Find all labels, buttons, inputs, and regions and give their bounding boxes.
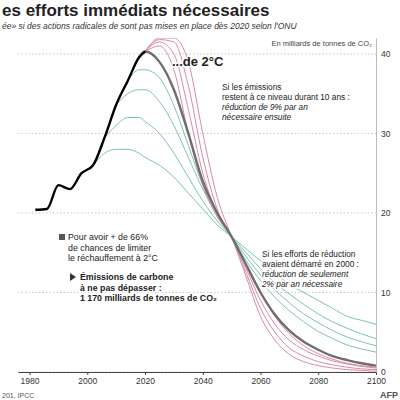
y-tick: 10	[376, 288, 391, 298]
x-tick-mark	[87, 372, 88, 375]
y-axis-title: En milliards de tonnes de CO₂	[272, 39, 373, 48]
annotation: 1 170 milliards de tonnes de CO₂	[80, 293, 217, 303]
x-tick: 2080	[309, 372, 328, 386]
annotation: nécessaire ensuite	[222, 112, 292, 122]
annotation: avaient démarré en 2000 :	[262, 259, 359, 269]
x-tick: 2060	[252, 372, 271, 386]
subtitle: ée» si des actions radicales de sont pas…	[2, 21, 297, 31]
arrow	[70, 273, 76, 281]
y-axis: 0 10 20 30 40	[376, 39, 391, 378]
annotation: 2% par an nécessaire	[261, 279, 343, 289]
series-line	[128, 70, 376, 352]
annotation: de chances de limiter	[68, 243, 151, 253]
x-tick-mark	[30, 372, 31, 375]
x-tick-label: 2060	[252, 376, 271, 386]
annotation: réduction de 9% par an	[222, 102, 308, 112]
grid-line	[18, 212, 376, 213]
y-tick: 30	[376, 129, 391, 139]
series-line	[35, 52, 145, 210]
y-tick-label: 30	[381, 129, 391, 139]
series-line	[139, 52, 376, 366]
y-tick-label: 40	[381, 49, 391, 59]
annotation: Si les efforts de réduction	[262, 249, 356, 259]
y-tick-label: 10	[381, 288, 391, 298]
x-axis: 1980 2000 2020 2040 2060 2080 2100	[19, 372, 387, 386]
x-tick-label: 2100	[367, 376, 386, 386]
series-line	[116, 90, 376, 346]
annotation: restent à ce niveau durant 10 ans :	[222, 92, 350, 102]
x-tick-label: 2000	[78, 376, 97, 386]
x-axis-line	[19, 372, 377, 373]
annotation: ...de 2°C	[172, 54, 224, 69]
x-tick-label: 2020	[136, 376, 155, 386]
x-tick-label: 2040	[194, 376, 213, 386]
annotation: Si les émissions	[222, 82, 281, 92]
series-line	[145, 38, 376, 371]
title: es efforts immédiats nécessaires	[2, 1, 269, 20]
x-tick-label: 1980	[21, 376, 40, 386]
series-line	[145, 42, 376, 368]
y-axis-line	[376, 39, 377, 373]
credit: AFP	[380, 390, 398, 400]
y-tick-label: 20	[381, 208, 391, 218]
x-tick: 2040	[194, 372, 213, 386]
bullet	[59, 234, 65, 240]
y-tick-label: 0	[381, 367, 386, 377]
annotation: Émissions de carbone	[80, 272, 173, 282]
annotation: Pour avoir + de 66%	[68, 232, 148, 242]
y-tick: 0	[376, 367, 386, 377]
series-line	[145, 46, 376, 367]
annotation: le réchauffement à 2°C	[68, 253, 159, 263]
chart: es efforts immédiats nécessairesée» si d…	[0, 0, 400, 400]
series-line	[105, 118, 376, 339]
x-tick: 2000	[78, 372, 97, 386]
annotation: réduction de seulement	[262, 269, 349, 279]
x-tick-label: 2080	[309, 376, 328, 386]
x-tick-mark	[318, 372, 319, 375]
x-tick: 2020	[136, 372, 155, 386]
grid-line	[18, 133, 376, 134]
y-tick: 20	[376, 208, 391, 218]
source: 201, IPCC	[2, 392, 34, 399]
grid-line	[18, 372, 376, 373]
series-line	[145, 40, 376, 370]
x-tick-mark	[203, 372, 204, 375]
lines	[35, 38, 376, 371]
annotations: ...de 2°C Si les émissionsrestent à ce ni…	[68, 54, 359, 303]
y-tick: 40	[376, 49, 391, 59]
annotation: à ne pas dépasser :	[80, 283, 162, 293]
x-tick-mark	[145, 372, 146, 375]
x-tick: 1980	[21, 372, 40, 386]
x-tick-mark	[261, 372, 262, 375]
